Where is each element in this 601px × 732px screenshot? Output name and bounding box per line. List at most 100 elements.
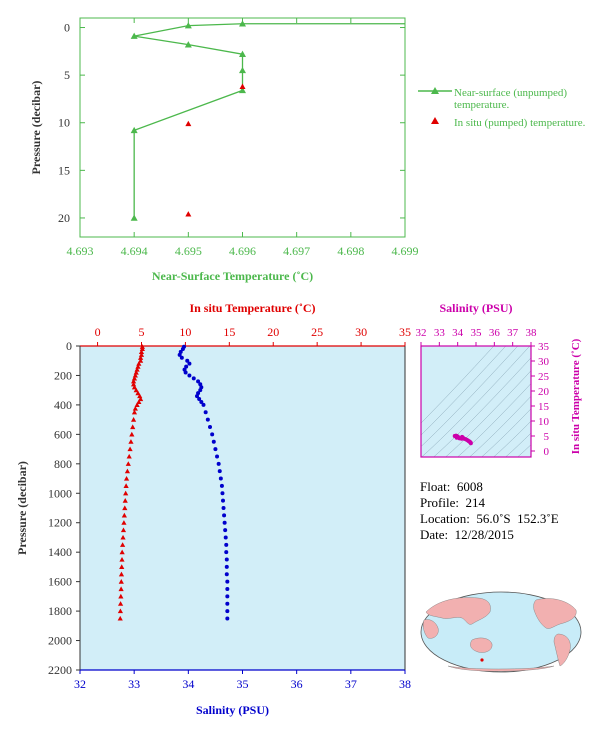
temperature-point — [131, 384, 138, 390]
pumped-point — [185, 211, 192, 217]
temperature-point — [138, 355, 144, 360]
bottom-tick-label: 36 — [291, 677, 303, 691]
top-tick-label: 30 — [355, 325, 367, 339]
density-isolines — [421, 346, 531, 457]
y-tick-label: 0 — [64, 21, 70, 35]
isoline — [505, 432, 531, 457]
temperature-point — [120, 527, 127, 533]
salinity-point — [224, 564, 229, 569]
temperature-point — [120, 542, 126, 547]
temperature-point — [119, 564, 125, 569]
salinity-point — [201, 402, 206, 407]
temperature-point — [128, 439, 134, 444]
y-tick-label: 600 — [54, 427, 72, 441]
profile-chart: 0 5 10 15 20 25 30 35 In situ Temperature (˚C) 32… — [15, 301, 411, 717]
temperature-point — [134, 366, 140, 372]
float-id: Float: 6008 — [420, 479, 483, 494]
ts-y-tick-label: 25 — [538, 371, 550, 383]
ts-y-tick-label: 30 — [538, 356, 550, 368]
y-tick-label: 800 — [54, 457, 72, 471]
legend-unpumped-label: Near-surface (unpumped) temperature. — [454, 87, 568, 111]
plot-background — [80, 346, 405, 670]
temperature-point — [132, 372, 138, 378]
isoline — [421, 346, 519, 447]
temperature-point — [130, 381, 137, 387]
salinity-point — [179, 355, 184, 360]
y-tick-label: 400 — [54, 398, 72, 412]
temperature-point — [118, 571, 125, 577]
ts-x-axis-label: Salinity (PSU) — [439, 301, 512, 315]
temperature-point — [130, 417, 137, 422]
ts-x-tick-label: 37 — [507, 327, 519, 339]
temperature-point — [138, 349, 145, 354]
bottom-tick-label: 33 — [128, 677, 140, 691]
temperature-point — [121, 520, 127, 525]
salinity-point — [197, 397, 202, 402]
top-tick-label: 20 — [267, 325, 279, 339]
y-tick-label: 200 — [54, 368, 72, 382]
y-tick-label: 5 — [64, 68, 70, 82]
ts-x-tick-label: 34 — [452, 327, 464, 339]
temperature-point — [139, 346, 145, 352]
x-tick-label: 4.698 — [337, 244, 364, 258]
y-tick-label: 2000 — [48, 634, 72, 648]
ts-point — [468, 441, 473, 446]
isoline — [517, 444, 531, 457]
temperature-point — [136, 361, 142, 366]
top-axis-label: In situ Temperature (˚C) — [189, 301, 315, 315]
y-tick-label: 2200 — [48, 663, 72, 677]
ts-y-tick-label: 10 — [538, 416, 550, 428]
salinity-point — [208, 425, 212, 429]
salinity-point — [187, 361, 192, 366]
ts-x-tick-label: 32 — [416, 327, 427, 339]
temperature-point — [138, 352, 145, 357]
salinity-point — [225, 587, 230, 591]
temperature-point — [123, 490, 129, 496]
x-tick-label: 4.699 — [392, 244, 419, 258]
temperature-point — [134, 402, 140, 407]
salinity-point — [218, 476, 223, 481]
land-europe — [423, 619, 439, 639]
ts-y-tick-label: 0 — [544, 446, 550, 458]
salinity-point — [211, 439, 216, 444]
temperature-point — [129, 431, 135, 437]
temperature-point — [125, 461, 131, 466]
float-location-marker — [480, 658, 484, 662]
temperature-point — [122, 505, 128, 511]
salinity-point — [224, 572, 229, 577]
temperature-point — [123, 483, 129, 488]
temperature-point — [133, 369, 139, 375]
plot-area: 4.693 4.694 4.695 4.696 4.697 4.698 4.699 0 5 10 1… — [58, 17, 419, 258]
salinity-point — [220, 491, 225, 496]
land-antarctica — [447, 665, 555, 672]
temperature-point — [130, 378, 137, 384]
top-tick-label: 10 — [179, 325, 191, 339]
salinity-point — [210, 432, 215, 437]
isoline — [481, 408, 531, 457]
y-tick-label: 10 — [58, 116, 70, 130]
float-info: Float: 6008 Profile: 214 Location: 56.0˚… — [420, 479, 559, 543]
salinity-point — [187, 373, 192, 378]
ts-x-tick-label: 38 — [526, 327, 538, 339]
salinity-point — [221, 498, 225, 503]
legend-pumped-label: In situ (pumped) temperature. — [454, 117, 586, 129]
pumped-point — [185, 120, 192, 127]
temperature-point — [132, 405, 138, 411]
unpumped-point — [239, 66, 246, 74]
temperature-point — [133, 387, 139, 393]
salinity-point — [183, 370, 188, 375]
salinity-point — [199, 399, 204, 404]
bottom-tick-label: 38 — [399, 677, 411, 691]
isoline — [421, 346, 507, 436]
salinity-point — [223, 528, 228, 533]
salinity-point — [215, 454, 220, 459]
salinity-point — [205, 417, 210, 422]
bottom-tick-label: 35 — [237, 677, 249, 691]
temperature-point — [123, 475, 130, 481]
salinity-point — [225, 579, 230, 584]
profile-number: Profile: 214 — [420, 495, 485, 510]
isoline — [421, 346, 531, 457]
salinity-point — [221, 506, 226, 510]
isoline — [469, 395, 531, 457]
x-tick-label: 4.693 — [67, 244, 94, 258]
